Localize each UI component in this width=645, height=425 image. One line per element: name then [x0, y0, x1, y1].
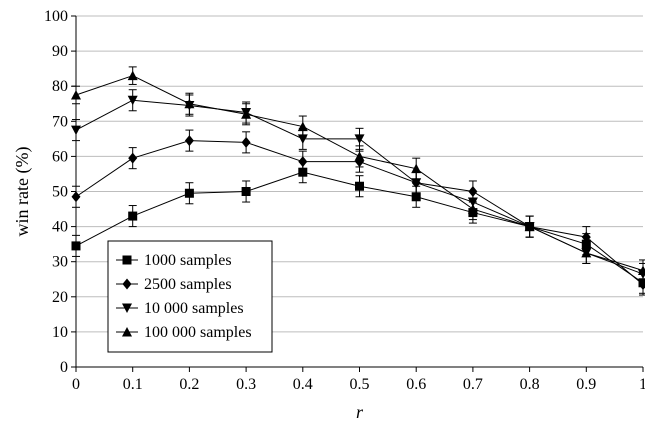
data-point-series-2: [468, 186, 478, 197]
legend-marker: [122, 327, 132, 337]
data-point-series-1: [184, 188, 194, 198]
data-point-series-4: [581, 247, 592, 258]
data-point-series-4: [297, 121, 308, 132]
x-tick-label: 0.1: [123, 376, 143, 393]
data-point-series-4: [638, 265, 645, 275]
legend-marker: [122, 278, 132, 290]
y-tick-label: 50: [52, 184, 68, 201]
tick-labels: 0 10 20 30 40 50 60 70 80 90 100 0 0.1 0.2 0.3 0.4 0.5 0.…: [44, 8, 645, 393]
legend-label: 10 000 samples: [144, 300, 244, 317]
data-point-series-1: [298, 167, 308, 177]
y-axis-label: win rate (%): [12, 147, 33, 237]
x-tick-label: 0.3: [236, 376, 256, 393]
data-point-series-2: [241, 136, 251, 148]
data-point-series-4: [184, 98, 195, 109]
y-tick-label: 80: [52, 78, 68, 95]
data-point-series-4: [241, 109, 252, 119]
x-tick-label: 1: [639, 376, 645, 393]
legend-marker: [122, 255, 132, 265]
legend-label: 100 000 samples: [144, 324, 252, 341]
x-tick-label: 0: [72, 376, 80, 393]
axes: [71, 15, 644, 372]
data-point-series-4: [411, 163, 422, 174]
data-point-series-2: [298, 156, 308, 168]
legend: 1000 samples 2500 samples 10 000 samples 10…: [107, 240, 273, 353]
legend-marker: [122, 303, 132, 313]
legend-label: 2500 samples: [144, 276, 232, 293]
data-point-series-4: [354, 151, 365, 161]
y-tick-label: 100: [44, 8, 68, 25]
x-tick-label: 0.4: [293, 376, 313, 393]
data-point-series-1: [581, 239, 591, 249]
x-tick-label: 0.5: [350, 376, 370, 393]
data-point-series-2: [581, 231, 591, 243]
x-tick-label: 0.7: [463, 376, 483, 393]
data-point-series-3: [127, 95, 138, 106]
x-axis-label: r: [356, 402, 364, 422]
x-tick-label: 0.6: [406, 376, 426, 393]
y-tick-label: 60: [52, 148, 68, 165]
legend-label: 1000 samples: [144, 252, 232, 269]
data-point-series-2: [638, 279, 645, 291]
data-point-series-4: [127, 70, 138, 81]
data-point-series-4: [524, 221, 535, 232]
data-point-series-2: [184, 135, 194, 147]
y-tick-label: 0: [60, 359, 68, 376]
data-point-series-1: [355, 181, 364, 191]
y-tick-label: 90: [52, 43, 68, 60]
data-point-series-1: [411, 192, 421, 202]
data-point-series-3: [411, 178, 422, 188]
data-point-series-3: [354, 134, 365, 144]
y-tick-label: 40: [52, 219, 68, 236]
y-tick-label: 20: [52, 289, 68, 306]
data-point-series-3: [297, 134, 308, 144]
y-tick-label: 30: [52, 254, 68, 271]
x-tick-label: 0.2: [179, 376, 199, 393]
data-point-series-2: [128, 152, 138, 164]
data-point-series-3: [467, 197, 478, 208]
x-tick-label: 0.9: [576, 376, 596, 393]
x-tick-label: 0.8: [520, 376, 540, 393]
y-tick-label: 10: [52, 324, 68, 341]
data-point-series-1: [241, 187, 251, 196]
data-point-series-4: [467, 204, 478, 214]
y-tick-label: 70: [52, 113, 68, 130]
data-point-series-1: [128, 211, 138, 221]
